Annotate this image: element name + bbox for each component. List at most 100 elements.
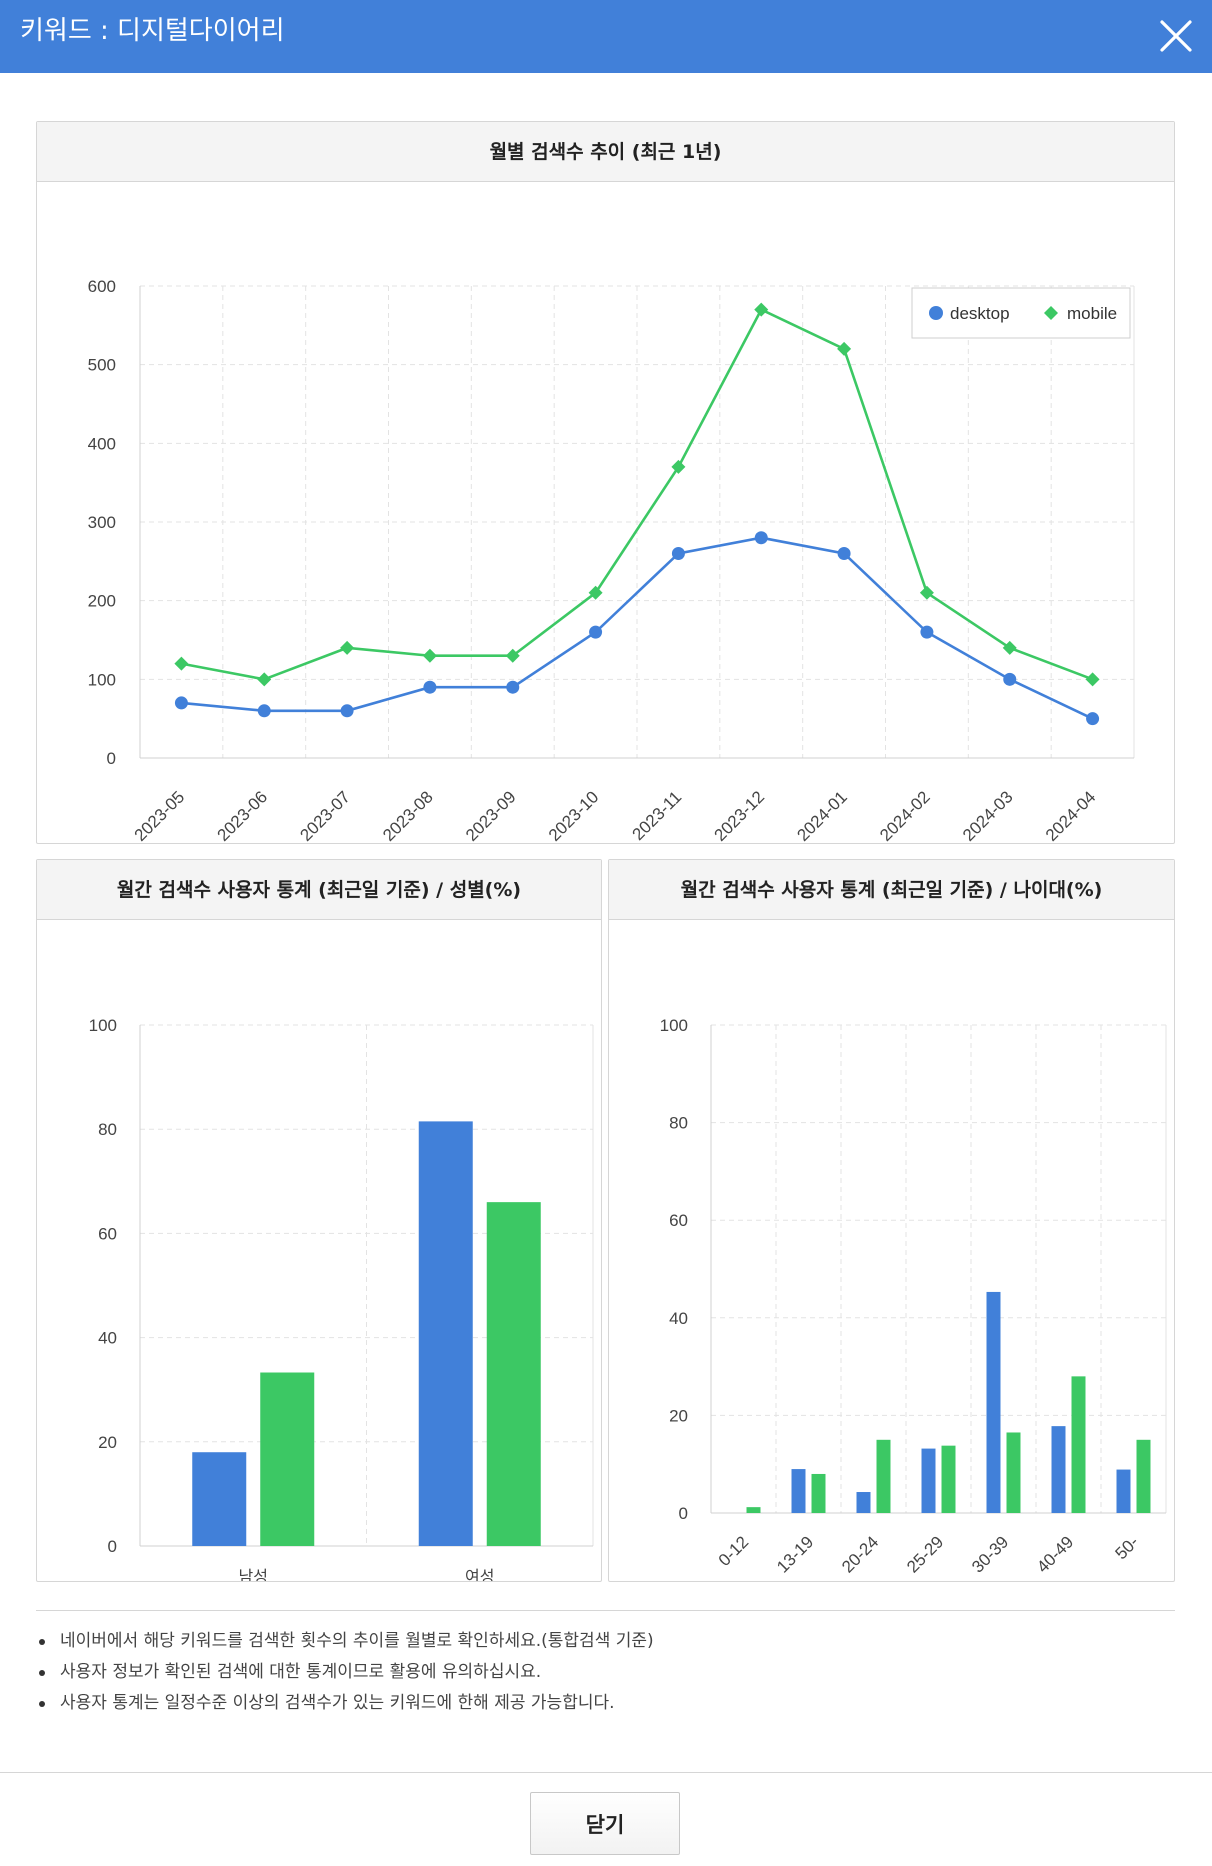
gender-stats-panel: 월간 검색수 사용자 통계 (최근일 기준) / 성별(%) 0 20 40 60 80…	[36, 859, 602, 1582]
mobile-point	[340, 640, 355, 655]
monthly-trend-chart: 0 100 200 300 400 500 600 2023-05 2023-06 2023-07…	[88, 277, 1135, 843]
y-tick-label: 60	[669, 1211, 688, 1230]
x-tick-label: 2024-03	[959, 787, 1017, 843]
desktop-point	[506, 680, 520, 694]
x-tick-label: 2023-12	[711, 787, 769, 843]
y-tick-label: 40	[669, 1309, 688, 1328]
y-tick-label: 100	[89, 1016, 117, 1035]
mobile-point	[588, 585, 603, 600]
bar	[1136, 1439, 1151, 1513]
x-tick-label: 2023-05	[131, 787, 189, 843]
y-tick-label: 80	[98, 1120, 117, 1139]
desktop-point	[423, 680, 437, 694]
footer-divider	[0, 1772, 1212, 1773]
x-tick-label: 13-19	[773, 1532, 817, 1576]
x-tick-label: 25-29	[903, 1532, 947, 1576]
x-tick-label: 2024-01	[793, 787, 851, 843]
desktop-point	[340, 704, 354, 718]
mobile-point	[837, 341, 852, 356]
y-tick-label: 20	[98, 1433, 117, 1452]
y-tick-label: 0	[107, 749, 116, 768]
legend-mobile-marker	[1044, 306, 1058, 320]
x-tick-label: 2023-11	[629, 787, 686, 843]
y-tick-label: 200	[88, 592, 116, 611]
mobile-point	[1002, 640, 1017, 655]
desktop-point	[837, 546, 851, 560]
desktop-point	[671, 546, 685, 560]
bar	[192, 1452, 247, 1546]
bar	[260, 1372, 315, 1546]
notes-list: 네이버에서 해당 키워드를 검색한 횟수의 추이를 월별로 확인하세요.(통합검…	[36, 1626, 1175, 1719]
note-item: 사용자 정보가 확인된 검색에 대한 통계이므로 활용에 유의하십시요.	[36, 1657, 1175, 1688]
mobile-point	[174, 656, 189, 671]
bar	[486, 1202, 541, 1546]
y-tick-label: 0	[108, 1537, 117, 1556]
x-tick-label: 2024-02	[876, 787, 934, 843]
y-tick-label: 100	[88, 670, 116, 689]
desktop-point	[1003, 672, 1017, 686]
modal-title: 키워드 : 디지털다이어리	[20, 16, 285, 46]
mobile-series-line	[181, 307, 1094, 681]
bar	[746, 1507, 761, 1513]
x-tick-label: 30-39	[968, 1532, 1012, 1576]
legend-box	[911, 287, 1131, 339]
desktop-series-line	[181, 536, 1094, 720]
y-tick-label: 60	[98, 1224, 117, 1243]
desktop-point	[589, 625, 603, 639]
y-tick-label: 100	[660, 1016, 688, 1035]
age-stats-title: 월간 검색수 사용자 통계 (최근일 기준) / 나이대(%)	[609, 860, 1174, 920]
gender-stats-title: 월간 검색수 사용자 통계 (최근일 기준) / 성별(%)	[37, 860, 601, 920]
note-item: 사용자 통계는 일정수준 이상의 검색수가 있는 키워드에 한해 제공 가능합니…	[36, 1688, 1175, 1719]
y-tick-label: 600	[88, 277, 116, 296]
x-tick-label: 20-24	[838, 1532, 882, 1576]
y-tick-label: 0	[679, 1504, 688, 1523]
divider	[36, 1610, 1175, 1611]
desktop-point	[1086, 712, 1100, 726]
desktop-point	[174, 696, 188, 710]
bar	[921, 1448, 936, 1513]
y-tick-label: 500	[88, 356, 116, 375]
y-tick-label: 300	[88, 513, 116, 532]
chart-legend: desktop mobile	[911, 287, 1131, 339]
gender-stats-chart: 0 20 40 60 80 100 남성 여성	[89, 1016, 594, 1581]
x-tick-label: 2023-06	[214, 787, 272, 843]
x-tick-label: 40-49	[1033, 1532, 1077, 1576]
legend-desktop-marker	[929, 306, 943, 320]
mobile-point	[919, 585, 934, 600]
mobile-point	[422, 648, 437, 663]
x-tick-label: 2023-07	[296, 787, 354, 843]
desktop-point	[754, 531, 768, 545]
x-tick-label: 50-	[1112, 1532, 1143, 1563]
desktop-point	[920, 625, 934, 639]
bar	[1051, 1426, 1066, 1513]
bar	[1071, 1376, 1086, 1513]
legend-desktop-label: desktop	[950, 304, 1010, 323]
mobile-point	[1085, 672, 1100, 687]
monthly-trend-panel: 월별 검색수 추이 (최근 1년) 0 100 200 300 400 500 600 202…	[36, 121, 1175, 844]
mobile-point	[671, 459, 686, 474]
legend-mobile-label: mobile	[1067, 304, 1117, 323]
bar	[418, 1121, 473, 1546]
desktop-point	[257, 704, 271, 718]
close-icon[interactable]	[1154, 14, 1198, 58]
y-tick-label: 40	[98, 1329, 117, 1348]
x-tick-label: 2023-10	[545, 787, 603, 843]
y-tick-label: 80	[669, 1114, 688, 1133]
y-tick-label: 400	[88, 434, 116, 453]
bar	[811, 1473, 826, 1513]
bar	[1006, 1432, 1021, 1513]
note-item: 네이버에서 해당 키워드를 검색한 횟수의 추이를 월별로 확인하세요.(통합검…	[36, 1626, 1175, 1657]
age-stats-panel: 월간 검색수 사용자 통계 (최근일 기준) / 나이대(%) 0 20 40 60 8…	[608, 859, 1175, 1582]
y-tick-label: 20	[669, 1406, 688, 1425]
bar	[856, 1492, 871, 1513]
x-tick-label: 2024-04	[1042, 787, 1100, 843]
close-button[interactable]: 닫기	[530, 1792, 680, 1855]
bar	[986, 1291, 1001, 1513]
modal-header: 키워드 : 디지털다이어리	[0, 0, 1212, 73]
bar	[876, 1439, 891, 1513]
bar	[791, 1469, 806, 1513]
mobile-point	[505, 648, 520, 663]
x-tick-label: 0-12	[715, 1532, 752, 1569]
x-tick-label: 여성	[465, 1567, 494, 1581]
x-tick-label: 2023-09	[462, 787, 520, 843]
